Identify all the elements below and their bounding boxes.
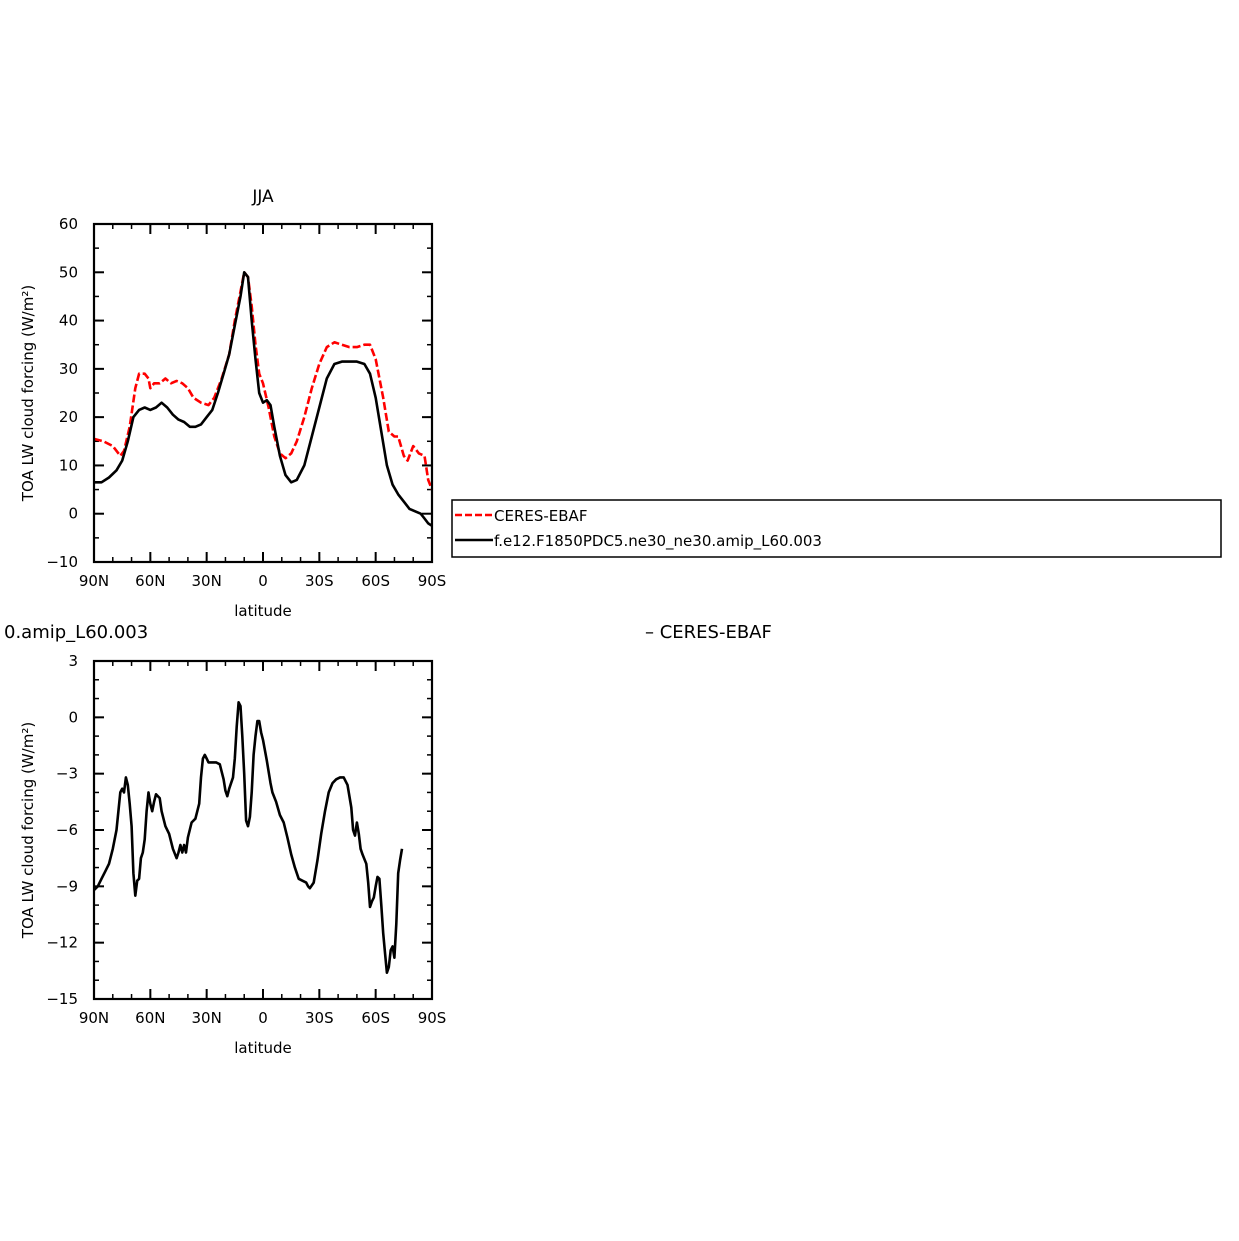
y-tick-label: −9 xyxy=(56,877,78,895)
bottom-panel-title: 0.amip_L60.003 xyxy=(4,622,148,643)
top-panel-x-tick-labels: 90N 60N 30N 0 30S 60S 90S xyxy=(79,572,446,590)
bottom-panel-y-tick-labels: −15 −12 −9 −6 −3 0 3 xyxy=(46,652,78,1008)
top-panel-frame xyxy=(92,222,434,564)
y-tick-label: 3 xyxy=(68,652,78,670)
x-tick-label: 90S xyxy=(418,572,447,590)
legend-label-model: f.e12.F1850PDC5.ne30_ne30.amip_L60.003 xyxy=(494,532,822,551)
y-tick-label: 10 xyxy=(59,456,78,474)
model-line xyxy=(94,271,433,527)
x-tick-label: 0 xyxy=(258,572,268,590)
y-tick-label: −6 xyxy=(56,821,78,839)
x-tick-label: 60N xyxy=(135,1009,165,1027)
y-tick-label: 20 xyxy=(59,408,78,426)
x-tick-label: 30N xyxy=(192,572,222,590)
x-tick-label: 30S xyxy=(305,572,334,590)
bottom-panel-series xyxy=(93,701,404,974)
y-tick-label: −10 xyxy=(46,553,78,571)
x-tick-label: 0 xyxy=(258,1009,268,1027)
bottom-panel-frame xyxy=(92,659,434,1001)
y-tick-label: −15 xyxy=(46,990,78,1008)
x-tick-label: 90N xyxy=(79,1009,109,1027)
top-panel-y-tick-labels: −10 0 10 20 30 40 50 60 xyxy=(46,215,78,571)
x-tick-label: 60N xyxy=(135,572,165,590)
top-panel-title: JJA xyxy=(251,187,274,207)
bottom-panel-title-right: – CERES-EBAF xyxy=(645,622,772,643)
y-tick-label: 0 xyxy=(68,708,78,726)
y-tick-label: 50 xyxy=(59,263,78,281)
y-tick-label: −12 xyxy=(46,934,78,952)
bottom-panel-x-axis-label: latitude xyxy=(234,1039,292,1057)
x-tick-label: 30S xyxy=(305,1009,334,1027)
x-tick-label: 60S xyxy=(361,572,390,590)
bottom-panel: 0.amip_L60.003 – CERES-EBAF TOA LW cloud… xyxy=(4,622,772,1057)
x-tick-label: 30N xyxy=(192,1009,222,1027)
x-tick-label: 60S xyxy=(361,1009,390,1027)
top-panel-y-axis-label: TOA LW cloud forcing (W/m²) xyxy=(19,285,37,502)
x-tick-label: 90S xyxy=(418,1009,447,1027)
x-tick-label: 90N xyxy=(79,572,109,590)
ceres-ebaf-line xyxy=(93,271,434,491)
y-tick-label: 30 xyxy=(59,360,78,378)
model-line xyxy=(93,701,404,974)
y-tick-label: 40 xyxy=(59,312,78,330)
y-tick-label: 0 xyxy=(68,505,78,523)
bottom-panel-x-tick-labels: 90N 60N 30N 0 30S 60S 90S xyxy=(79,1009,446,1027)
top-panel-x-axis-label: latitude xyxy=(234,602,292,620)
legend-label-ceres: CERES-EBAF xyxy=(494,507,587,525)
y-tick-label: −3 xyxy=(56,765,78,783)
legend-box xyxy=(451,499,1222,558)
bottom-panel-y-axis-label: TOA LW cloud forcing (W/m²) xyxy=(19,722,37,939)
top-panel: JJA TOA LW cloud forcing (W/m²) latitude… xyxy=(19,187,446,620)
y-tick-label: 60 xyxy=(59,215,78,233)
legend: CERES-EBAF f.e12.F1850PDC5.ne30_ne30.ami… xyxy=(451,499,1222,558)
top-panel-series xyxy=(93,271,434,527)
